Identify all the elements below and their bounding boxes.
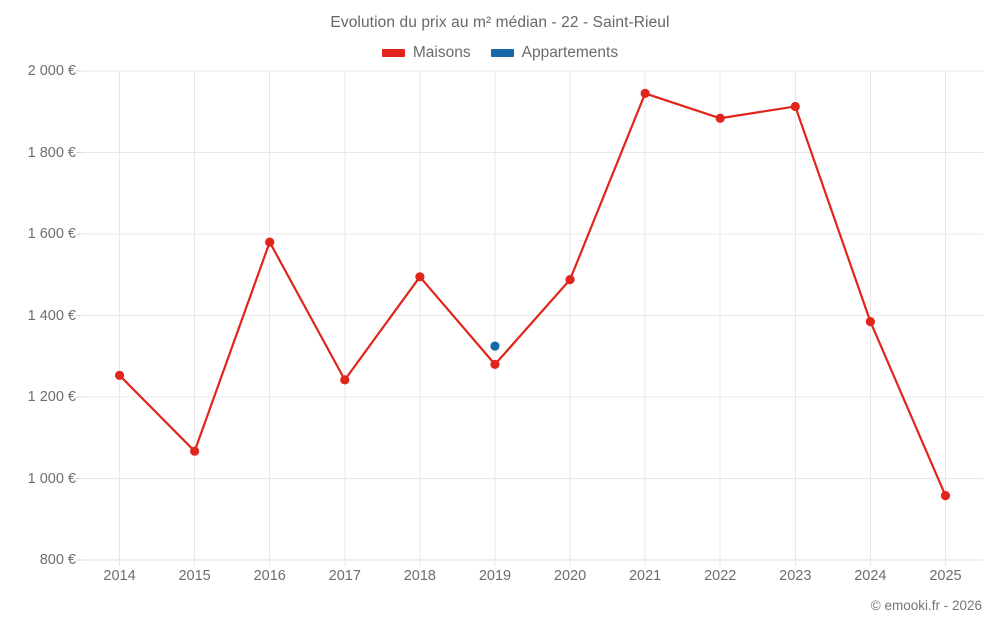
- x-axis-label: 2016: [253, 568, 286, 584]
- data-point-maisons[interactable]: [790, 101, 800, 112]
- data-point-maisons[interactable]: [865, 317, 875, 327]
- data-point-maisons[interactable]: [265, 237, 275, 247]
- x-axis-label: 2023: [779, 568, 812, 584]
- chart-title: Evolution du prix au m² médian - 22 - Sa…: [330, 14, 670, 31]
- data-point-maisons[interactable]: [565, 275, 575, 285]
- data-point-maisons[interactable]: [114, 370, 125, 380]
- x-axis-label: 2021: [628, 568, 662, 584]
- legend-item-maisons[interactable]: Maisons: [381, 44, 471, 62]
- y-axis-label: 1 000 €: [27, 470, 76, 487]
- x-axis-label: 2015: [178, 568, 211, 584]
- legend-label-maisons: Maisons: [412, 44, 471, 61]
- series-line-maisons: [118, 92, 947, 497]
- y-axis-tick-labels: 800 € 1 000 € 1 200 € 1 400 € 1 600 € 1 800 €…: [0, 0, 76, 625]
- y-axis-label: 1 800 €: [27, 144, 76, 161]
- data-point-maisons[interactable]: [190, 446, 200, 456]
- y-axis-label: 800 €: [39, 552, 76, 568]
- y-axis-label: 1 200 €: [27, 389, 76, 405]
- data-point-maisons[interactable]: [490, 359, 500, 369]
- data-point-maisons[interactable]: [415, 272, 425, 282]
- legend-item-appartements[interactable]: Appartements: [490, 44, 619, 62]
- data-point-maisons[interactable]: [340, 375, 350, 385]
- y-axis-label: 1 400 €: [27, 307, 76, 324]
- x-axis-label: 2022: [704, 568, 737, 584]
- legend-label-appartements: Appartements: [521, 44, 619, 61]
- x-axis-label: 2020: [553, 568, 587, 584]
- x-axis-label: 2024: [854, 568, 887, 584]
- legend-swatch-maisons: [381, 49, 405, 57]
- y-axis-label: 1 600 €: [27, 226, 76, 242]
- x-axis-label: 2019: [478, 568, 512, 584]
- chart-legend: Maisons Appartements: [0, 44, 1000, 62]
- x-axis-label: 2025: [929, 568, 962, 584]
- x-axis-label: 2017: [328, 568, 361, 584]
- data-point-maisons[interactable]: [640, 88, 650, 99]
- copyright-credit: © emooki.fr - 2026: [870, 598, 982, 613]
- legend-swatch-appartements: [490, 49, 514, 57]
- x-axis-label: 2018: [403, 568, 437, 584]
- data-point-maisons[interactable]: [940, 491, 951, 501]
- data-point-appartements[interactable]: [490, 341, 500, 351]
- y-axis-label: 2 000 €: [27, 63, 76, 79]
- data-point-maisons[interactable]: [715, 113, 725, 123]
- x-axis-label: 2014: [103, 568, 136, 584]
